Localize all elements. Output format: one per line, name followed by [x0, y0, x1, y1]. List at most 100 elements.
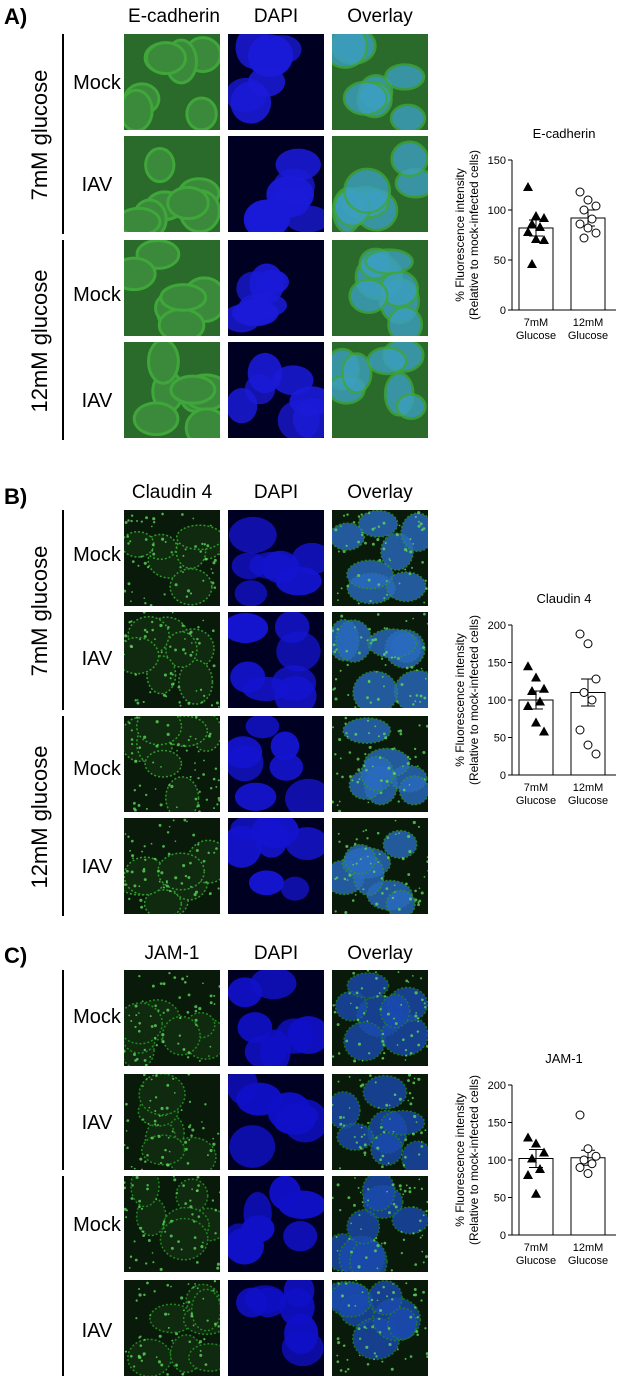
panel-letter-c: C)	[4, 943, 28, 968]
dapi-micrograph-tile	[228, 612, 324, 708]
marker-micrograph-tile	[124, 970, 220, 1066]
marker-micrograph-tile	[124, 716, 220, 812]
overlay-micrograph-tile	[332, 818, 428, 914]
x-tick-label: 7mM	[524, 782, 548, 794]
data-point-triangle	[539, 213, 549, 222]
col-head-overlay-c: Overlay	[347, 943, 413, 964]
data-point-circle	[591, 749, 601, 759]
x-tick-label: 7mM	[524, 317, 548, 329]
data-point-triangle	[539, 1147, 549, 1157]
data-point-triangle	[531, 717, 541, 727]
chart-title: Claudin 4	[537, 591, 592, 606]
x-tick-label-sub: Glucose	[516, 330, 556, 342]
data-point-circle	[575, 219, 585, 229]
micrograph-dapi	[228, 240, 324, 336]
data-point-triangle	[531, 211, 541, 220]
data-point-triangle	[535, 696, 545, 706]
dapi-micrograph-tile	[228, 1176, 324, 1272]
y-axis-label: % Fluorescence intensity	[453, 633, 467, 766]
data-point-triangle	[531, 234, 541, 243]
y-tick-label: 150	[488, 658, 506, 670]
y-axis-label: % Fluorescence intensity	[453, 1093, 467, 1226]
chart-title: JAM-1	[545, 1051, 583, 1066]
y-tick-label: 50	[494, 1193, 506, 1205]
micrograph-marker	[124, 510, 220, 606]
data-point-circle	[579, 1155, 589, 1165]
micrograph-marker	[124, 342, 220, 438]
micrograph-overlay	[332, 716, 428, 812]
data-point-circle	[575, 629, 585, 639]
data-point-triangle	[523, 701, 533, 710]
marker-micrograph-tile	[124, 1280, 220, 1376]
dapi-micrograph-tile	[228, 136, 324, 232]
y-axis-label-sub: (Relative to mock-infected cells)	[467, 150, 481, 320]
y-tick-label: 100	[488, 695, 506, 707]
x-tick-label: 7mM	[524, 1242, 548, 1254]
micrograph-dapi	[228, 818, 324, 914]
overlay-micrograph-tile	[332, 342, 428, 438]
data-point-triangle	[535, 222, 545, 231]
data-point-triangle	[531, 1138, 541, 1148]
data-point-triangle	[523, 1170, 533, 1179]
micrograph-overlay	[332, 818, 428, 914]
micrograph-marker	[124, 136, 220, 232]
data-point-circle	[583, 195, 593, 205]
condition-label: 12mM glucose	[27, 745, 52, 889]
data-point-triangle	[539, 726, 549, 736]
col-head-marker-b: Claudin 4	[131, 482, 213, 503]
condition-label: 7mM glucose	[27, 69, 52, 201]
bar	[570, 692, 606, 776]
data-point-triangle	[523, 1132, 533, 1142]
chart-title: E-cadherin	[533, 126, 596, 141]
data-point-circle	[591, 674, 601, 684]
bracket-7mm-b	[62, 510, 64, 710]
marker-micrograph-tile	[124, 1176, 220, 1272]
data-point-circle	[587, 214, 597, 224]
data-point-circle	[583, 1144, 593, 1154]
data-point-circle	[587, 695, 597, 705]
bracket-bottom-c	[62, 1176, 64, 1376]
marker-micrograph-tile	[124, 1074, 220, 1170]
data-point-triangle	[531, 672, 541, 682]
row-label: Mock	[73, 284, 121, 306]
overlay-micrograph-tile	[332, 970, 428, 1066]
data-point-circle	[591, 201, 601, 211]
bracket-top-c	[62, 970, 64, 1170]
row-label: Mock	[73, 758, 121, 780]
dapi-micrograph-tile	[228, 818, 324, 914]
data-point-triangle	[523, 182, 533, 191]
y-tick-label: 0	[500, 1230, 506, 1242]
bracket-12mm-a	[62, 240, 64, 440]
micrograph-dapi	[228, 136, 324, 232]
micrograph-dapi	[228, 34, 324, 130]
micrograph-dapi	[228, 716, 324, 812]
col-head-dapi-c: DAPI	[253, 943, 299, 964]
marker-micrograph-tile	[124, 510, 220, 606]
micrograph-overlay	[332, 612, 428, 708]
data-point-circle	[575, 1110, 585, 1120]
data-point-triangle	[527, 219, 537, 228]
micrograph-marker	[124, 612, 220, 708]
micrograph-dapi	[228, 970, 324, 1066]
dapi-micrograph-tile	[228, 1280, 324, 1376]
bracket-12mm-b	[62, 716, 64, 916]
data-point-triangle	[527, 1153, 537, 1163]
data-point-circle	[575, 725, 585, 735]
condition-label: 12mM glucose	[27, 269, 52, 413]
micrograph-overlay	[332, 342, 428, 438]
micrograph-overlay	[332, 240, 428, 336]
row-label: Mock	[73, 72, 121, 94]
micrograph-dapi	[228, 1074, 324, 1170]
row-label: Mock	[73, 544, 121, 566]
marker-micrograph-tile	[124, 240, 220, 336]
micrograph-marker	[124, 716, 220, 812]
x-tick-label-sub: Glucose	[568, 1255, 608, 1267]
data-point-circle	[579, 688, 589, 697]
row-label: IAV	[81, 1320, 113, 1342]
data-point-circle	[587, 1159, 597, 1169]
data-point-triangle	[539, 683, 549, 693]
y-tick-label: 0	[500, 770, 506, 782]
x-tick-label-sub: Glucose	[568, 795, 608, 807]
micrograph-dapi	[228, 1280, 324, 1376]
y-tick-label: 200	[488, 1080, 506, 1092]
